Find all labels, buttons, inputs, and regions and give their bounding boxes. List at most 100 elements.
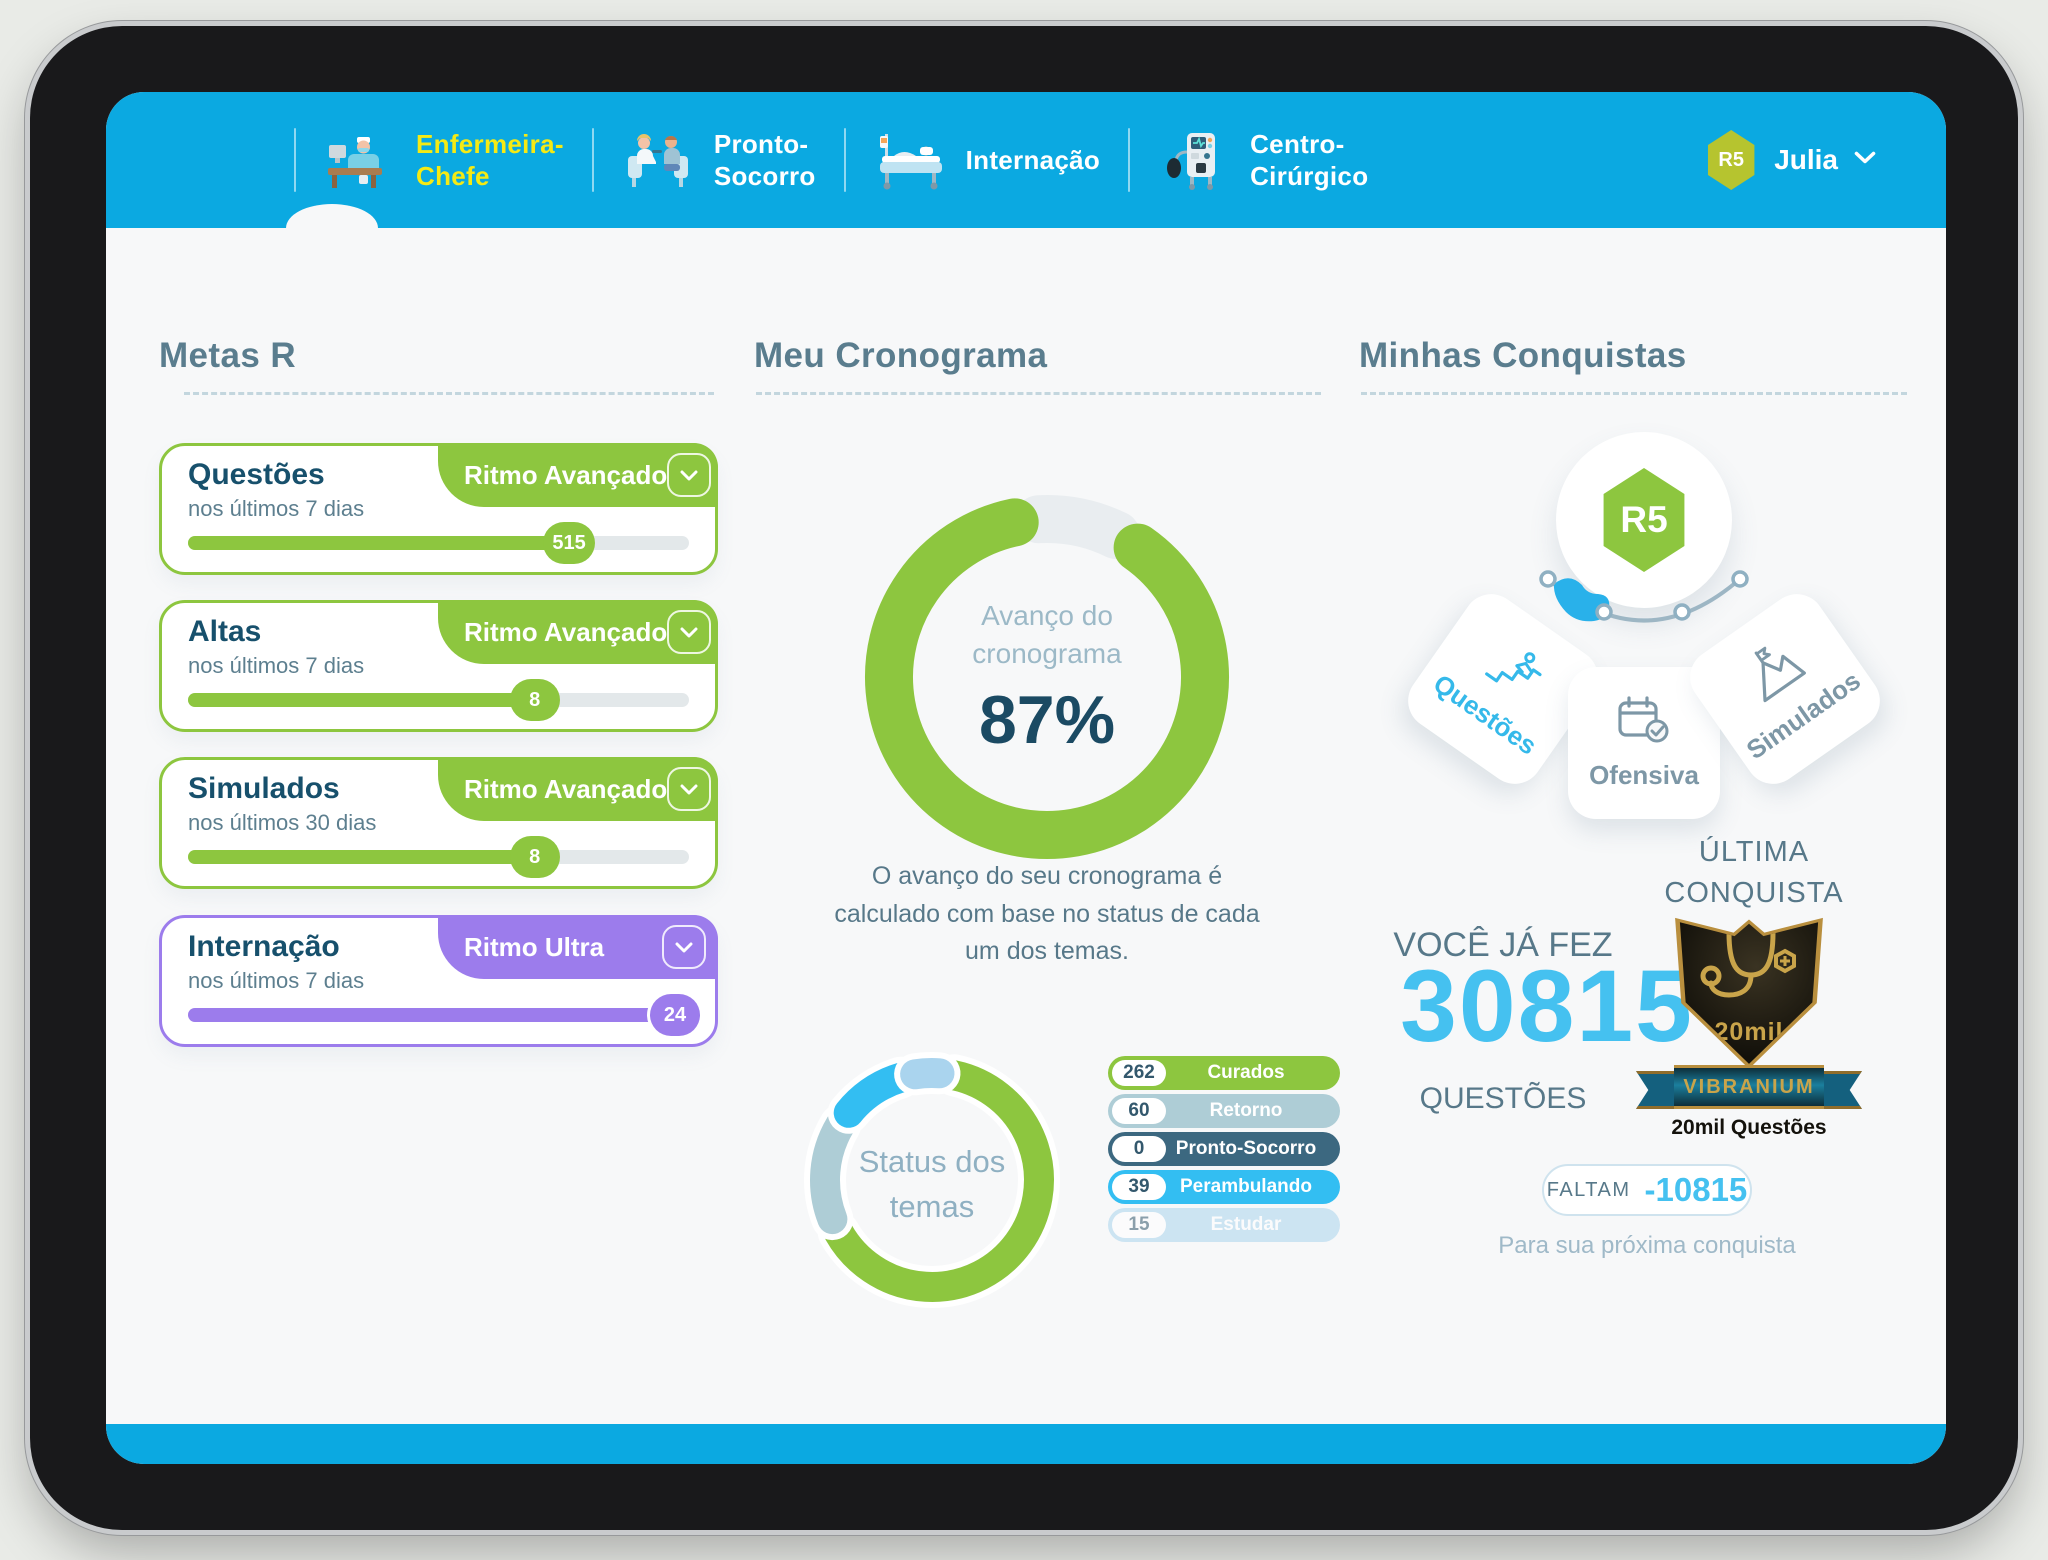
ribbon-flag-right	[1818, 1071, 1862, 1109]
legend-item: 60 Retorno	[1108, 1094, 1340, 1128]
pace-label: Ritmo Avançado	[464, 773, 668, 804]
legend-label: Pronto-Socorro	[1175, 1138, 1317, 1159]
legend-label: Retorno	[1209, 1100, 1283, 1121]
tab-internacao[interactable]: Internação	[874, 128, 1101, 192]
status-donut	[797, 1045, 1067, 1315]
tab-enfermeira-chefe[interactable]: Enfermeira- Chefe	[324, 128, 564, 193]
meta-period: nos últimos 7 dias	[188, 496, 365, 521]
meta-period: nos últimos 30 dias	[188, 810, 377, 835]
pace-dropdown[interactable]: Ritmo Avançado	[438, 757, 718, 821]
nav-divider	[591, 128, 594, 192]
bottom-bar	[106, 1424, 1946, 1464]
chevron-down-button[interactable]	[667, 610, 712, 654]
legend-label: Curados	[1207, 1062, 1285, 1083]
hospital-bed-icon	[874, 128, 948, 192]
donut-label: Avanço do	[981, 600, 1113, 631]
wedge-label: Ofensiva	[1589, 760, 1699, 790]
status-legend: 262 Curados 60 Retorno 0 Pronto-Socorro 39 Pera…	[1108, 1056, 1340, 1246]
progress-fill: 515	[188, 522, 595, 564]
surgery-equipment-icon	[1158, 128, 1232, 192]
legend-count: 262	[1112, 1060, 1166, 1086]
nurse-desk-icon	[324, 128, 398, 192]
pace-dropdown[interactable]: Ritmo Avançado	[438, 600, 718, 664]
badge-tier: 20mil	[1714, 1018, 1784, 1046]
stat-suffix: QUESTÕES	[1419, 1082, 1587, 1115]
nav-label: Centro- Cirúrgico	[1250, 128, 1369, 192]
level-hexagon: R5	[1603, 468, 1685, 572]
meta-title: Internação	[188, 930, 340, 963]
progress-track: 24	[188, 994, 700, 1036]
user-name: Julia	[1774, 144, 1838, 175]
progress-fill: 8	[188, 836, 560, 878]
progress-track: 8	[188, 836, 689, 878]
meta-title: Altas	[188, 615, 262, 648]
chevron-down-button[interactable]	[667, 453, 712, 497]
stairs-runner-icon	[1478, 636, 1551, 709]
chevron-down-button[interactable]	[667, 767, 712, 811]
nav-divider	[843, 128, 846, 192]
calendar-check-icon	[1617, 695, 1671, 750]
badge-caption: 20mil Questões	[1671, 1116, 1827, 1139]
divider-dashed	[1361, 392, 1907, 395]
progress-track: 8	[188, 679, 689, 721]
progress-value: 515	[543, 522, 595, 564]
pace-label: Ritmo Ultra	[464, 931, 605, 962]
conquistas-heading: Minhas Conquistas	[1359, 336, 1687, 375]
cronograma-description: O avanço do seu cronograma é calculado c…	[834, 862, 1260, 965]
chevron-down-button[interactable]	[662, 925, 706, 969]
meta-period: nos últimos 7 dias	[188, 968, 365, 993]
divider-dashed	[756, 392, 1321, 395]
level-badge-circle: R5	[1556, 432, 1732, 608]
achievement-simulados[interactable]: Simulados	[1679, 583, 1891, 795]
tab-pronto-socorro[interactable]: Pronto- Socorro	[622, 128, 816, 193]
progress-fill: 8	[188, 679, 560, 721]
legend-label: Perambulando	[1180, 1176, 1312, 1197]
metas-heading: Metas R	[159, 336, 297, 375]
progress-value: 8	[509, 679, 560, 721]
cronograma-donut: Avanço do cronograma 87%	[837, 467, 1257, 887]
user-menu[interactable]: R5 Julia	[1704, 130, 1876, 190]
nav-label: Pronto- Socorro	[713, 128, 816, 192]
pace-dropdown[interactable]: Ritmo Avançado	[438, 443, 718, 507]
legend-item: 262 Curados	[1108, 1056, 1340, 1090]
meta-card-simulados: Simulados nos últimos 30 dias Ritmo Avan…	[159, 757, 718, 889]
legend-count: 0	[1112, 1136, 1166, 1162]
meta-period: nos últimos 7 dias	[188, 653, 365, 678]
progress-fill: 24	[188, 994, 700, 1036]
donut-percent: 87%	[978, 681, 1116, 758]
milestone-arc	[1539, 570, 1749, 623]
tablet-frame: Enfermeira- Chefe	[30, 26, 2018, 1530]
faltam-pill: FALTAM -10815	[1542, 1164, 1752, 1216]
meta-card-internacao: Internação nos últimos 7 dias Ritmo Ultr…	[159, 915, 718, 1047]
meta-card-altas: Altas nos últimos 7 dias Ritmo Avançado …	[159, 600, 718, 732]
nav-divider	[294, 128, 296, 192]
meta-card-questoes: Questões nos últimos 7 dias Ritmo Avança…	[159, 443, 718, 575]
meta-title: Questões	[188, 458, 325, 491]
achievement-questoes[interactable]: Questões	[1397, 583, 1609, 795]
tab-centro-cirurgico[interactable]: Centro- Cirúrgico	[1158, 128, 1368, 193]
legend-item: 0 Pronto-Socorro	[1108, 1132, 1340, 1166]
nav-label: Internação	[965, 144, 1101, 175]
nav-label: Enfermeira- Chefe	[416, 128, 564, 192]
legend-count: 15	[1112, 1212, 1166, 1238]
top-nav-bar: Enfermeira- Chefe	[106, 92, 1946, 228]
pace-label: Ritmo Avançado	[464, 459, 668, 490]
faltam-caption: Para sua próxima conquista	[1498, 1232, 1796, 1259]
pace-dropdown[interactable]: Ritmo Ultra	[438, 915, 718, 979]
chevron-down-icon	[1854, 151, 1876, 169]
stat-prefix: VOCÊ JÁ FEZ	[1393, 926, 1613, 964]
app-screen: Enfermeira- Chefe	[106, 92, 1946, 1464]
ultima-conquista-title: ÚLTIMA CONQUISTA	[1664, 836, 1844, 909]
consultation-icon	[622, 128, 696, 192]
progress-value: 24	[649, 994, 700, 1036]
legend-item: 15 Estudar	[1108, 1208, 1340, 1242]
stethoscope-icon	[1700, 930, 1796, 998]
stat-count: 30815	[1400, 949, 1694, 1063]
badge-ribbon: VIBRANIUM	[1674, 1065, 1824, 1109]
legend-item: 39 Perambulando	[1108, 1170, 1340, 1204]
user-level-badge: R5	[1707, 130, 1755, 190]
status-center-label: Status dos temas	[858, 1144, 1006, 1224]
legend-count: 39	[1112, 1174, 1166, 1200]
cronograma-heading: Meu Cronograma	[754, 336, 1048, 375]
